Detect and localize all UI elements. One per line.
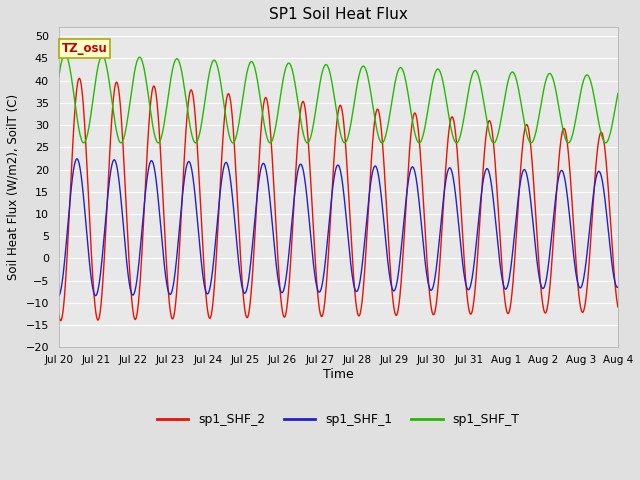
Legend: sp1_SHF_2, sp1_SHF_1, sp1_SHF_T: sp1_SHF_2, sp1_SHF_1, sp1_SHF_T bbox=[152, 408, 525, 431]
Text: TZ_osu: TZ_osu bbox=[61, 42, 108, 55]
Y-axis label: Soil Heat Flux (W/m2), SoilT (C): Soil Heat Flux (W/m2), SoilT (C) bbox=[7, 94, 20, 280]
Title: SP1 Soil Heat Flux: SP1 Soil Heat Flux bbox=[269, 7, 408, 22]
X-axis label: Time: Time bbox=[323, 368, 354, 381]
